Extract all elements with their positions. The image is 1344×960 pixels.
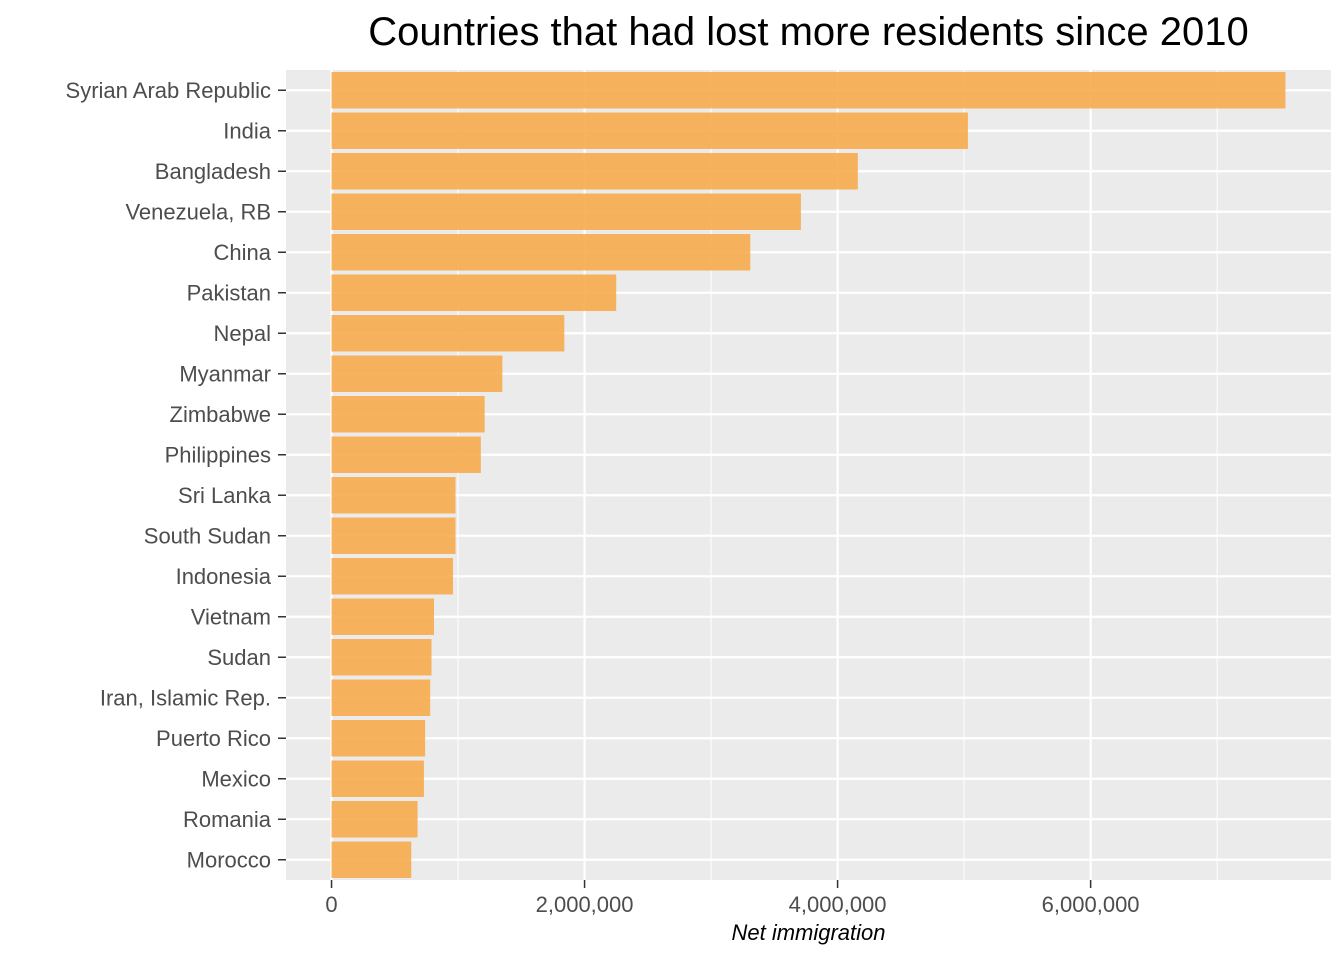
y-tick-label: Mexico <box>201 766 271 791</box>
bar <box>331 679 431 716</box>
y-tick-label: Venezuela, RB <box>125 199 271 224</box>
bar <box>331 274 617 311</box>
y-tick-label: Puerto Rico <box>156 726 271 751</box>
bar <box>331 153 858 190</box>
x-tick-label: 4,000,000 <box>789 892 887 917</box>
bar <box>331 760 424 797</box>
chart-title: Countries that had lost more residents s… <box>368 10 1249 54</box>
y-tick-label: Indonesia <box>176 564 272 589</box>
y-tick-label: Sudan <box>207 645 271 670</box>
y-tick-label: Philippines <box>165 442 271 467</box>
plot-panel <box>286 70 1331 880</box>
bar <box>331 436 481 473</box>
bar <box>331 315 565 352</box>
y-tick-label: Romania <box>183 807 272 832</box>
bar <box>331 558 453 595</box>
bars-group <box>331 72 1286 878</box>
bar <box>331 720 426 757</box>
bar <box>331 234 751 271</box>
y-tick-label: Pakistan <box>187 280 271 305</box>
bar <box>331 355 503 392</box>
bar <box>331 112 968 149</box>
x-axis-label: Net immigration <box>731 920 886 945</box>
bar <box>331 598 435 635</box>
y-tick-label: Syrian Arab Republic <box>66 78 271 103</box>
bar <box>331 477 456 514</box>
bar <box>331 193 801 230</box>
y-axis: Syrian Arab Republic India Bangladesh Venez… <box>66 78 286 872</box>
y-tick-label: China <box>214 240 272 265</box>
y-tick-label: Myanmar <box>179 361 271 386</box>
x-tick-label: 6,000,000 <box>1042 892 1140 917</box>
x-axis: 0 2,000,000 4,000,000 6,000,000 <box>325 880 1140 917</box>
y-tick-label: Bangladesh <box>155 159 271 184</box>
y-tick-label: Morocco <box>187 847 271 872</box>
y-tick-label: Vietnam <box>191 604 271 629</box>
y-tick-label: Nepal <box>214 321 271 346</box>
x-tick-label: 2,000,000 <box>536 892 634 917</box>
bar <box>331 841 412 878</box>
bar <box>331 72 1286 109</box>
y-tick-label: India <box>223 118 271 143</box>
y-tick-label: Iran, Islamic Rep. <box>100 685 271 710</box>
bar <box>331 801 418 838</box>
bar <box>331 396 485 433</box>
y-tick-label: South Sudan <box>144 523 271 548</box>
y-tick-label: Sri Lanka <box>178 483 272 508</box>
bar <box>331 639 432 676</box>
x-tick-label: 0 <box>325 892 337 917</box>
bar <box>331 517 456 554</box>
y-tick-label: Zimbabwe <box>170 402 271 427</box>
